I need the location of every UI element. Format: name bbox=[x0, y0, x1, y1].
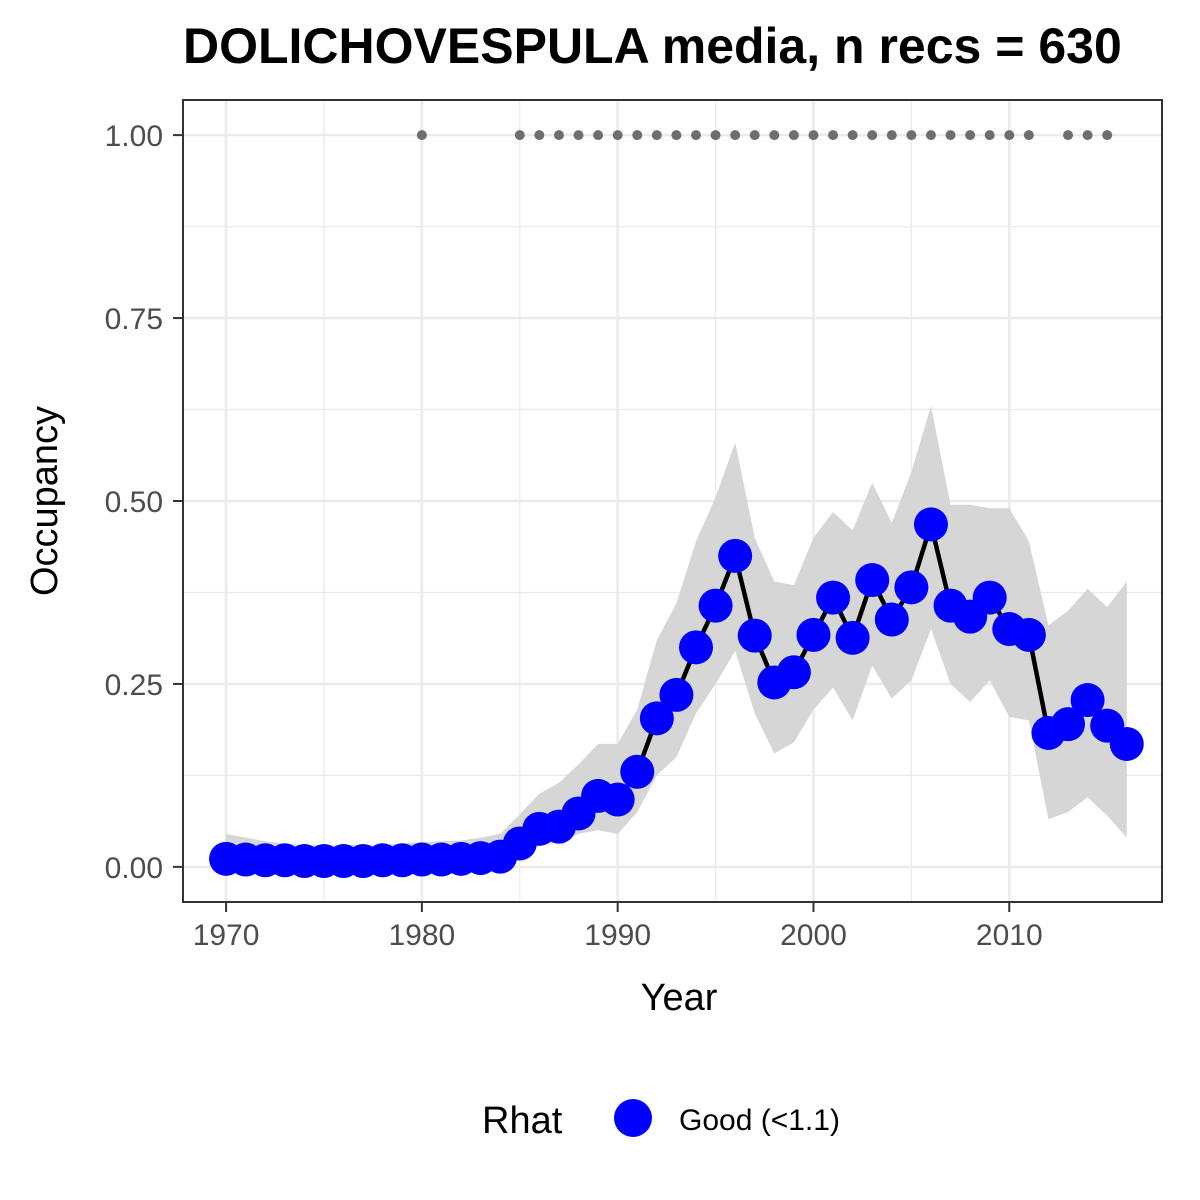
record-dot bbox=[906, 130, 916, 140]
legend-key-good bbox=[614, 1099, 652, 1137]
credible-interval-ribbon bbox=[226, 406, 1127, 866]
occupancy-point bbox=[894, 570, 928, 604]
record-dot bbox=[515, 130, 525, 140]
record-dot bbox=[574, 130, 584, 140]
record-dot bbox=[769, 130, 779, 140]
occupancy-point bbox=[718, 539, 752, 573]
record-dot bbox=[808, 130, 818, 140]
occupancy-point bbox=[875, 603, 909, 637]
record-dot bbox=[652, 130, 662, 140]
record-dot bbox=[828, 130, 838, 140]
record-dot bbox=[1102, 130, 1112, 140]
record-dot bbox=[613, 130, 623, 140]
record-dot bbox=[1083, 130, 1093, 140]
record-dot bbox=[926, 130, 936, 140]
record-dot bbox=[867, 130, 877, 140]
y-axis: 0.00 0.25 0.50 0.75 1.00 bbox=[105, 120, 183, 885]
occupancy-point bbox=[699, 589, 733, 623]
y-axis-title: Occupancy bbox=[24, 406, 66, 596]
y-tick-label: 0.75 bbox=[105, 303, 163, 336]
occupancy-point bbox=[777, 655, 811, 689]
occupancy-point bbox=[738, 619, 772, 653]
record-dot bbox=[789, 130, 799, 140]
x-tick-label: 1990 bbox=[584, 919, 651, 952]
record-dot bbox=[554, 130, 564, 140]
record-dot bbox=[534, 130, 544, 140]
record-dot bbox=[965, 130, 975, 140]
ci-ribbon-area bbox=[226, 406, 1127, 866]
record-dot bbox=[1063, 130, 1073, 140]
occupancy-point bbox=[659, 678, 693, 712]
occupancy-point bbox=[679, 630, 713, 664]
legend-label-good: Good (<1.1) bbox=[679, 1104, 840, 1137]
occupancy-point bbox=[914, 507, 948, 541]
record-dot bbox=[985, 130, 995, 140]
record-dot bbox=[711, 130, 721, 140]
legend: Rhat Good (<1.1) bbox=[482, 1099, 840, 1142]
occupancy-point bbox=[1110, 727, 1144, 761]
record-dot bbox=[946, 130, 956, 140]
occupancy-point bbox=[796, 618, 830, 652]
record-dot bbox=[848, 130, 858, 140]
x-tick-label: 1970 bbox=[193, 919, 260, 952]
legend-title: Rhat bbox=[482, 1100, 563, 1142]
y-tick-label: 0.25 bbox=[105, 669, 163, 702]
y-tick-label: 0.00 bbox=[105, 852, 163, 885]
occupancy-point bbox=[816, 581, 850, 615]
record-dot bbox=[671, 130, 681, 140]
occupancy-point bbox=[855, 563, 889, 597]
record-dot bbox=[691, 130, 701, 140]
x-tick-label: 2000 bbox=[780, 919, 847, 952]
x-axis-title: Year bbox=[641, 977, 718, 1019]
y-tick-label: 0.50 bbox=[105, 486, 163, 519]
record-dot bbox=[1024, 130, 1034, 140]
x-tick-label: 2010 bbox=[976, 919, 1043, 952]
record-dot bbox=[632, 130, 642, 140]
record-dot bbox=[730, 130, 740, 140]
occupancy-point bbox=[620, 755, 654, 789]
occupancy-point bbox=[836, 621, 870, 655]
record-dot bbox=[1004, 130, 1014, 140]
record-dot bbox=[593, 130, 603, 140]
grid bbox=[183, 100, 1162, 902]
chart-title: DOLICHOVESPULA media, n recs = 630 bbox=[183, 18, 1122, 74]
occupancy-point bbox=[601, 783, 635, 817]
y-tick-label: 1.00 bbox=[105, 120, 163, 153]
occupancy-point bbox=[973, 581, 1007, 615]
x-axis: 1970 1980 1990 2000 2010 bbox=[193, 902, 1043, 952]
record-dot bbox=[887, 130, 897, 140]
occupancy-point bbox=[1012, 618, 1046, 652]
record-dot bbox=[417, 130, 427, 140]
x-tick-label: 1980 bbox=[389, 919, 456, 952]
record-dot bbox=[750, 130, 760, 140]
